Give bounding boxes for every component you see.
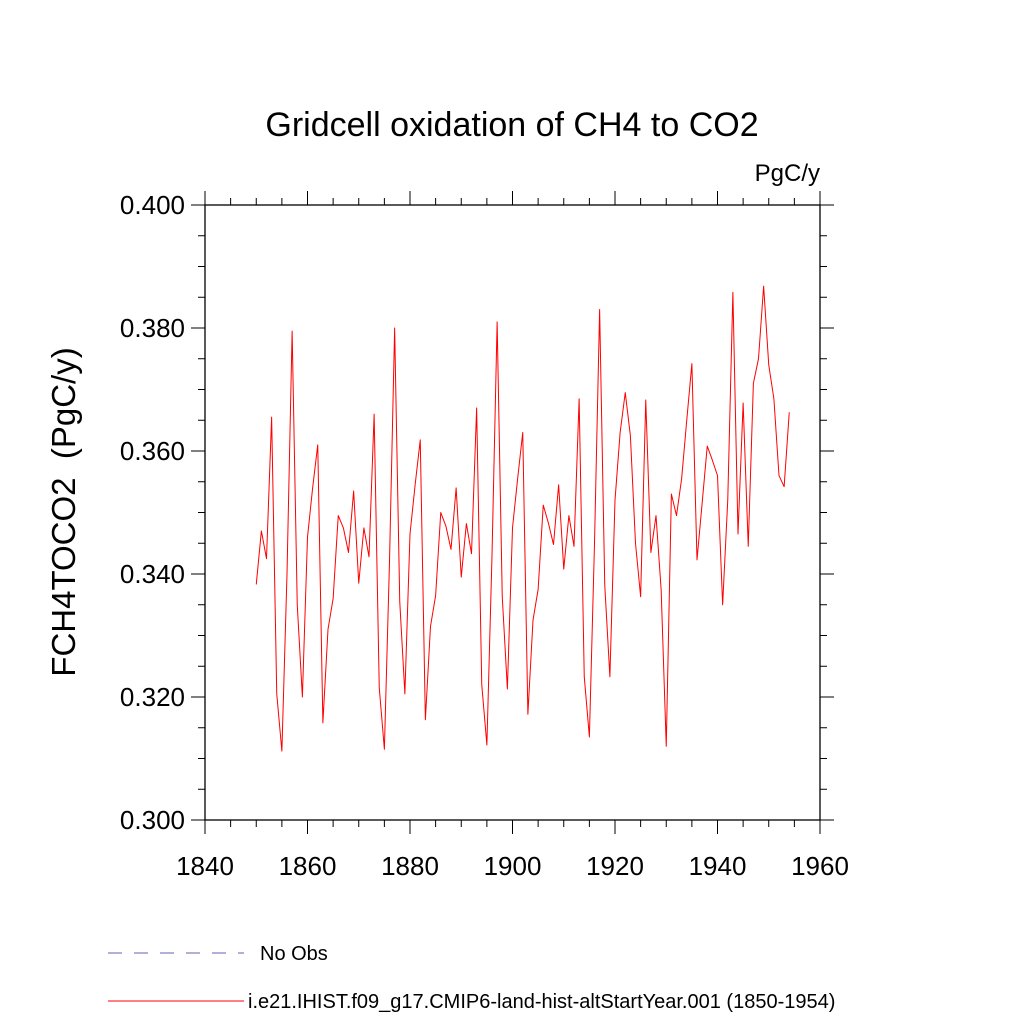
y-axis-label: FCH4TOCO2 (PgC/y) [45, 347, 82, 676]
axis-tick-labels: 1840 1860 1880 1900 1920 1940 1960 0.300 0.320 0.… [120, 190, 849, 881]
series-layer [255, 285, 790, 752]
series-line-model-run [255, 285, 790, 752]
y-tick-label: 0.400 [120, 190, 185, 220]
legend-label-model-run: i.e21.IHIST.f09_g17.CMIP6-land-hist-altS… [248, 991, 835, 1013]
x-tick-label: 1960 [791, 851, 849, 881]
y-tick-label: 0.300 [120, 805, 185, 835]
y-tick-label: 0.340 [120, 559, 185, 589]
x-tick-label: 1840 [176, 851, 234, 881]
x-tick-label: 1880 [381, 851, 439, 881]
legend: No Obs i.e21.IHIST.f09_g17.CMIP6-land-hi… [108, 943, 835, 1013]
axis-ticks [191, 191, 834, 834]
x-tick-label: 1900 [484, 851, 542, 881]
x-tick-label: 1920 [586, 851, 644, 881]
units-label: PgC/y [755, 160, 820, 187]
y-tick-label: 0.360 [120, 436, 185, 466]
chart-title: Gridcell oxidation of CH4 to CO2 [265, 106, 758, 144]
plot-frame [204, 204, 821, 821]
x-tick-label: 1860 [279, 851, 337, 881]
y-tick-label: 0.320 [120, 682, 185, 712]
plot-border [204, 204, 821, 821]
y-tick-label: 0.380 [120, 313, 185, 343]
legend-label-no-obs: No Obs [260, 943, 328, 965]
x-tick-label: 1940 [689, 851, 747, 881]
